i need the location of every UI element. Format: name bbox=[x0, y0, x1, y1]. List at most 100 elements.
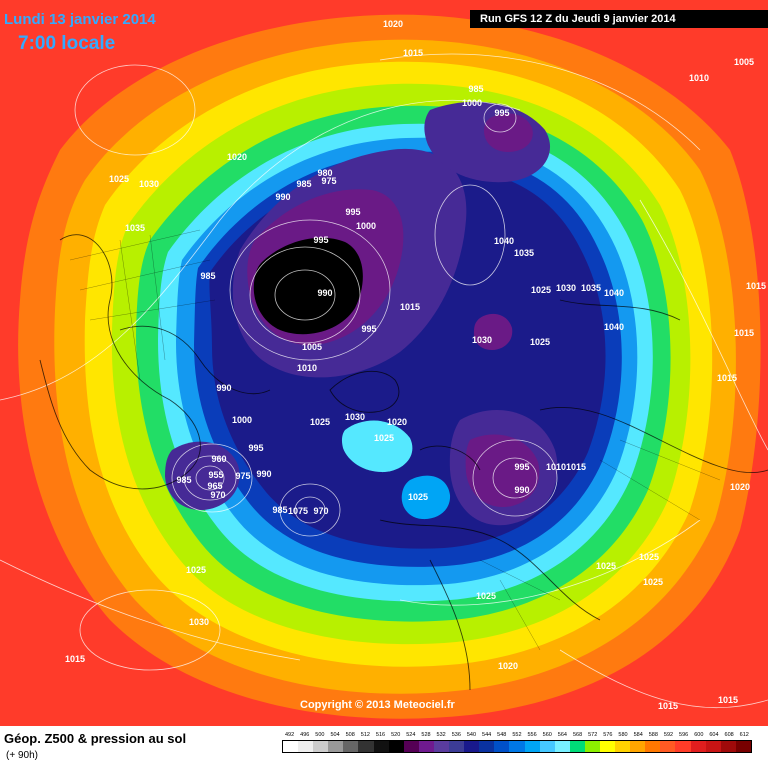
legend-swatch bbox=[343, 741, 359, 752]
pressure-label: 1020 bbox=[383, 19, 403, 29]
forecast-lead-time: (+ 90h) bbox=[6, 750, 38, 761]
pressure-label: 1035 bbox=[581, 283, 601, 293]
pressure-label: 1015 bbox=[65, 654, 85, 664]
legend-swatch bbox=[449, 741, 465, 752]
pressure-label: 1025 bbox=[531, 285, 551, 295]
pressure-label: 1025 bbox=[530, 337, 550, 347]
legend-swatch bbox=[479, 741, 495, 752]
legend-swatch bbox=[298, 741, 314, 752]
pressure-label: 1015 bbox=[734, 328, 754, 338]
pressure-label: 955 bbox=[208, 470, 223, 480]
forecast-date: Lundi 13 janvier 2014 bbox=[4, 11, 156, 28]
weather-map: 1020 1015 1005 1010 985 1000 995 1020 1025 1030 98… bbox=[0, 14, 768, 719]
legend-tick-label: 536 bbox=[451, 732, 461, 738]
pressure-label: 1030 bbox=[556, 283, 576, 293]
pressure-label: 985 bbox=[176, 475, 191, 485]
legend-swatch bbox=[373, 741, 389, 752]
borders bbox=[69, 229, 721, 651]
legend-swatch bbox=[433, 741, 450, 752]
pressure-label: 1040 bbox=[494, 236, 514, 246]
pressure-label: 1020 bbox=[730, 482, 750, 492]
legend-swatch bbox=[630, 741, 646, 752]
legend-tick-label: 568 bbox=[572, 732, 583, 738]
legend-tick-label: 528 bbox=[421, 732, 431, 738]
pressure-label: 1025 bbox=[643, 577, 663, 587]
legend-swatch bbox=[328, 741, 344, 752]
legend-swatch bbox=[690, 741, 706, 752]
legend-swatch bbox=[675, 741, 691, 752]
pressure-label: 1015 bbox=[718, 695, 738, 705]
legend-swatch bbox=[403, 741, 419, 752]
z500-contour-fill bbox=[18, 14, 761, 719]
legend-tick-label: 496 bbox=[300, 732, 310, 738]
pressure-label: 1005 bbox=[734, 57, 754, 67]
legend-swatch bbox=[615, 741, 631, 752]
pressure-label: 1000 bbox=[462, 98, 482, 108]
legend-swatch bbox=[358, 741, 374, 752]
pressure-label: 1075 bbox=[288, 506, 308, 516]
pressure-label: 1030 bbox=[139, 179, 159, 189]
model-run-banner: Run GFS 12 Z du Jeudi 9 janvier 2014 bbox=[470, 10, 768, 28]
color-legend: 492 496 500 504 508 512 516 520 524 528 532 536 540 5… bbox=[282, 731, 752, 753]
pressure-label: 1015 bbox=[717, 373, 737, 383]
pressure-label: 1015 bbox=[746, 281, 766, 291]
legend-tick-label: 532 bbox=[436, 732, 446, 738]
pressure-label: 1025 bbox=[408, 492, 428, 502]
legend-swatch bbox=[599, 741, 616, 752]
pressure-label: 1025 bbox=[476, 591, 496, 601]
legend-tick-label: 512 bbox=[360, 732, 370, 738]
legend-tick-label: 608 bbox=[724, 732, 734, 738]
legend-tick-label: 556 bbox=[527, 732, 537, 738]
pressure-label: 1025 bbox=[639, 552, 659, 562]
pressure-label: 1025 bbox=[186, 565, 206, 575]
pressure-label: 1020 bbox=[227, 152, 247, 162]
legend-ticks: 492 496 500 504 508 512 516 520 524 528 532 536 540 5… bbox=[282, 731, 752, 739]
legend-swatch bbox=[418, 741, 434, 752]
pressure-label: 995 bbox=[514, 462, 529, 472]
legend-swatch bbox=[283, 741, 299, 752]
legend-swatch bbox=[705, 741, 721, 752]
pressure-label: 1015 bbox=[403, 48, 423, 58]
legend-colorbar bbox=[282, 740, 752, 753]
legend-swatch bbox=[313, 741, 329, 752]
coastlines bbox=[39, 234, 768, 691]
pressure-label: 1010 bbox=[546, 462, 566, 472]
pressure-label: 985 bbox=[468, 84, 483, 94]
legend-tick-label: 552 bbox=[512, 732, 522, 738]
legend-tick-label: 612 bbox=[739, 732, 749, 738]
pressure-label: 1020 bbox=[387, 417, 407, 427]
legend-tick-label: 520 bbox=[391, 732, 401, 738]
pressure-label: 1015 bbox=[566, 462, 586, 472]
legend-swatch bbox=[509, 741, 525, 752]
legend-swatch bbox=[524, 741, 540, 752]
legend-swatch bbox=[569, 741, 585, 752]
pressure-label: 985 bbox=[272, 505, 287, 515]
forecast-time: 7:00 locale bbox=[18, 33, 116, 54]
legend-tick-label: 584 bbox=[633, 732, 643, 738]
isobars bbox=[0, 53, 768, 709]
pressure-label: 1040 bbox=[604, 288, 624, 298]
pressure-label: 1025 bbox=[310, 417, 330, 427]
pressure-label: 1025 bbox=[374, 433, 394, 443]
pressure-label: 1010 bbox=[297, 363, 317, 373]
pressure-label: 1030 bbox=[345, 412, 365, 422]
pressure-label: 960 bbox=[211, 454, 226, 464]
legend-tick-label: 580 bbox=[618, 732, 628, 738]
legend-tick-label: 576 bbox=[603, 732, 613, 738]
pressure-label: 995 bbox=[361, 324, 376, 334]
pressure-label: 985 bbox=[296, 179, 311, 189]
pressure-label: 975 bbox=[235, 471, 250, 481]
legend-tick-label: 492 bbox=[284, 732, 295, 738]
pressure-label: 1015 bbox=[658, 701, 678, 711]
pressure-label: 995 bbox=[494, 108, 509, 118]
legend-tick-label: 540 bbox=[466, 732, 477, 738]
pressure-label: 1035 bbox=[125, 223, 145, 233]
legend-tick-label: 572 bbox=[588, 732, 598, 738]
pressure-label: 990 bbox=[275, 192, 290, 202]
pressure-label: 985 bbox=[200, 271, 215, 281]
legend-tick-label: 604 bbox=[709, 732, 719, 738]
legend-tick-label: 560 bbox=[542, 732, 552, 738]
legend-swatch bbox=[645, 741, 661, 752]
pressure-label: 1005 bbox=[302, 342, 322, 352]
legend-swatch bbox=[494, 741, 510, 752]
